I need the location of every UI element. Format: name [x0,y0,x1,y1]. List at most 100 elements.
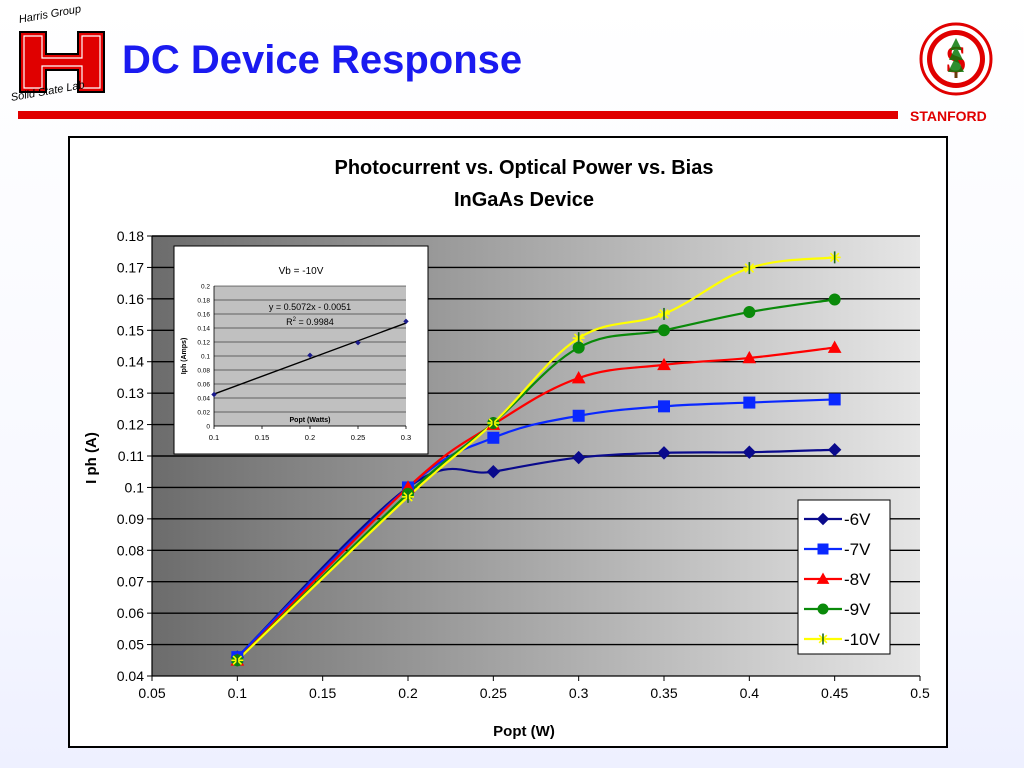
chart-frame: Photocurrent vs. Optical Power vs. Bias … [68,136,948,748]
data-point [742,350,757,364]
y-axis-label: I ph (A) [83,432,100,484]
data-point [402,490,414,503]
inset-y-tick-label: 0.1 [201,354,210,361]
inset-y-axis-label: Iph (Amps) [181,338,188,375]
y-tick-label: 0.1 [125,479,145,495]
y-tick-label: 0.07 [117,574,144,590]
x-tick-label: 0.4 [740,685,760,701]
y-tick-label: 0.05 [117,637,144,653]
slide-title: DC Device Response [122,38,523,82]
series-lines [230,251,842,667]
data-point [486,465,501,479]
data-point [657,357,671,371]
x-tick-label: 0.3 [569,685,589,701]
legend-label: -6V [844,510,871,529]
stanford-label: STANFORD [910,108,987,124]
data-point [572,332,585,345]
data-point [658,400,670,413]
legend-label: -9V [844,600,871,619]
inset-gridlines [213,285,407,429]
inset-x-tick-label: 0.15 [255,433,270,442]
inset-x-axis-label: Popt (Watts) [290,417,331,424]
data-point [658,307,670,320]
x-tick-label: 0.1 [228,685,248,701]
inset-x-tick-labels: 0.1 0.15 0.2 0.25 0.3 [209,433,411,442]
data-point [828,251,841,264]
inset-y-tick-label: 0.08 [197,368,210,375]
x-tick-labels: 0.05 0.1 0.15 0.2 0.25 0.3 0.35 0.4 0.45 0.5 [138,685,930,701]
inset-x-tick-label: 0.3 [401,433,411,442]
data-point [572,409,585,422]
data-point [743,262,756,275]
legend-label: -8V [844,570,871,589]
data-point [827,340,842,353]
y-tick-label: 0.09 [117,511,144,527]
data-point [571,371,586,384]
data-point [571,450,586,465]
y-tick-label: 0.15 [117,322,144,338]
series-line--10V [236,256,835,662]
inset-data-point [355,339,361,346]
inset-title: Vb = -10V [279,266,324,277]
x-tick-label: 0.5 [910,685,930,701]
y-tick-label: 0.13 [117,385,144,401]
inset-series [211,318,409,398]
chart-subtitle: InGaAs Device [454,189,594,211]
inset-y-tick-label: 0.14 [197,326,210,333]
harris-group-logo: Harris Group Solid State Lab [10,3,108,106]
legend-label: -7V [844,540,871,559]
data-point [743,396,756,409]
y-tick-label: 0.04 [117,668,144,684]
x-tick-label: 0.15 [309,685,336,701]
inset-y-tick-label: 0.04 [197,396,210,403]
y-tick-label: 0.11 [118,448,144,464]
data-point [657,446,671,460]
inset-chart: Vb = -10V 0 0.02 0.04 0.06 0.08 0.1 0.12 0.14 0.… [173,245,429,455]
inset-data-point [307,352,313,359]
data-point [828,293,841,306]
title-divider [18,111,898,119]
data-point [742,445,757,459]
y-tick-label: 0.08 [117,542,144,558]
inset-y-tick-label: 0.2 [201,284,210,291]
y-tick-label: 0.17 [117,259,144,275]
stanford-seal-icon: S [919,22,993,96]
inset-y-tick-label: 0.12 [197,340,210,347]
inset-y-tick-labels: 0 0.02 0.04 0.06 0.08 0.1 0.12 0.14 0.16 0.18 0.2 [197,284,210,431]
y-tick-label: 0.18 [117,228,144,244]
inset-y-tick-label: 0.06 [197,382,210,389]
legend-marker [817,543,829,555]
inset-y-tick-label: 0.02 [197,410,210,417]
legend-marker [816,572,830,584]
data-point [658,324,670,337]
inset-y-tick-label: 0.16 [197,312,210,319]
x-axis-label: Popt (W) [493,723,555,740]
y-tick-label: 0.06 [117,605,144,621]
chart-title: Photocurrent vs. Optical Power vs. Bias [334,157,713,179]
data-point [743,306,756,319]
legend-marker [817,603,829,615]
data-point [487,431,500,444]
x-tick-label: 0.2 [398,685,418,701]
data-point [487,417,500,429]
photocurrent-chart: Photocurrent vs. Optical Power vs. Bias … [83,157,930,740]
data-point [231,654,244,667]
inset-x-tick-label: 0.1 [209,433,219,442]
inset-equation: y = 0.5072x - 0.0051 [269,302,351,312]
inset-data-point [211,391,217,398]
x-tick-label: 0.35 [650,685,677,701]
h-letter-icon [19,31,105,93]
inset-trendline [213,322,407,395]
x-tick-label: 0.05 [138,685,165,701]
legend-label: -10V [844,630,881,649]
axes [151,236,920,677]
legend-box [797,499,891,655]
inset-r-squared: R2 = 0.9984 [286,317,334,327]
inset-y-tick-label: 0.18 [197,298,210,305]
data-point [828,393,841,406]
legend-marker [816,512,830,526]
legend: -6V -7V -8V -9V -10V [797,499,891,655]
legend-marker [817,633,829,645]
y-tick-label: 0.14 [117,354,144,370]
y-tick-labels: 0.04 0.05 0.06 0.07 0.08 0.09 0.1 0.11 0.12 0.13 0… [117,228,144,684]
